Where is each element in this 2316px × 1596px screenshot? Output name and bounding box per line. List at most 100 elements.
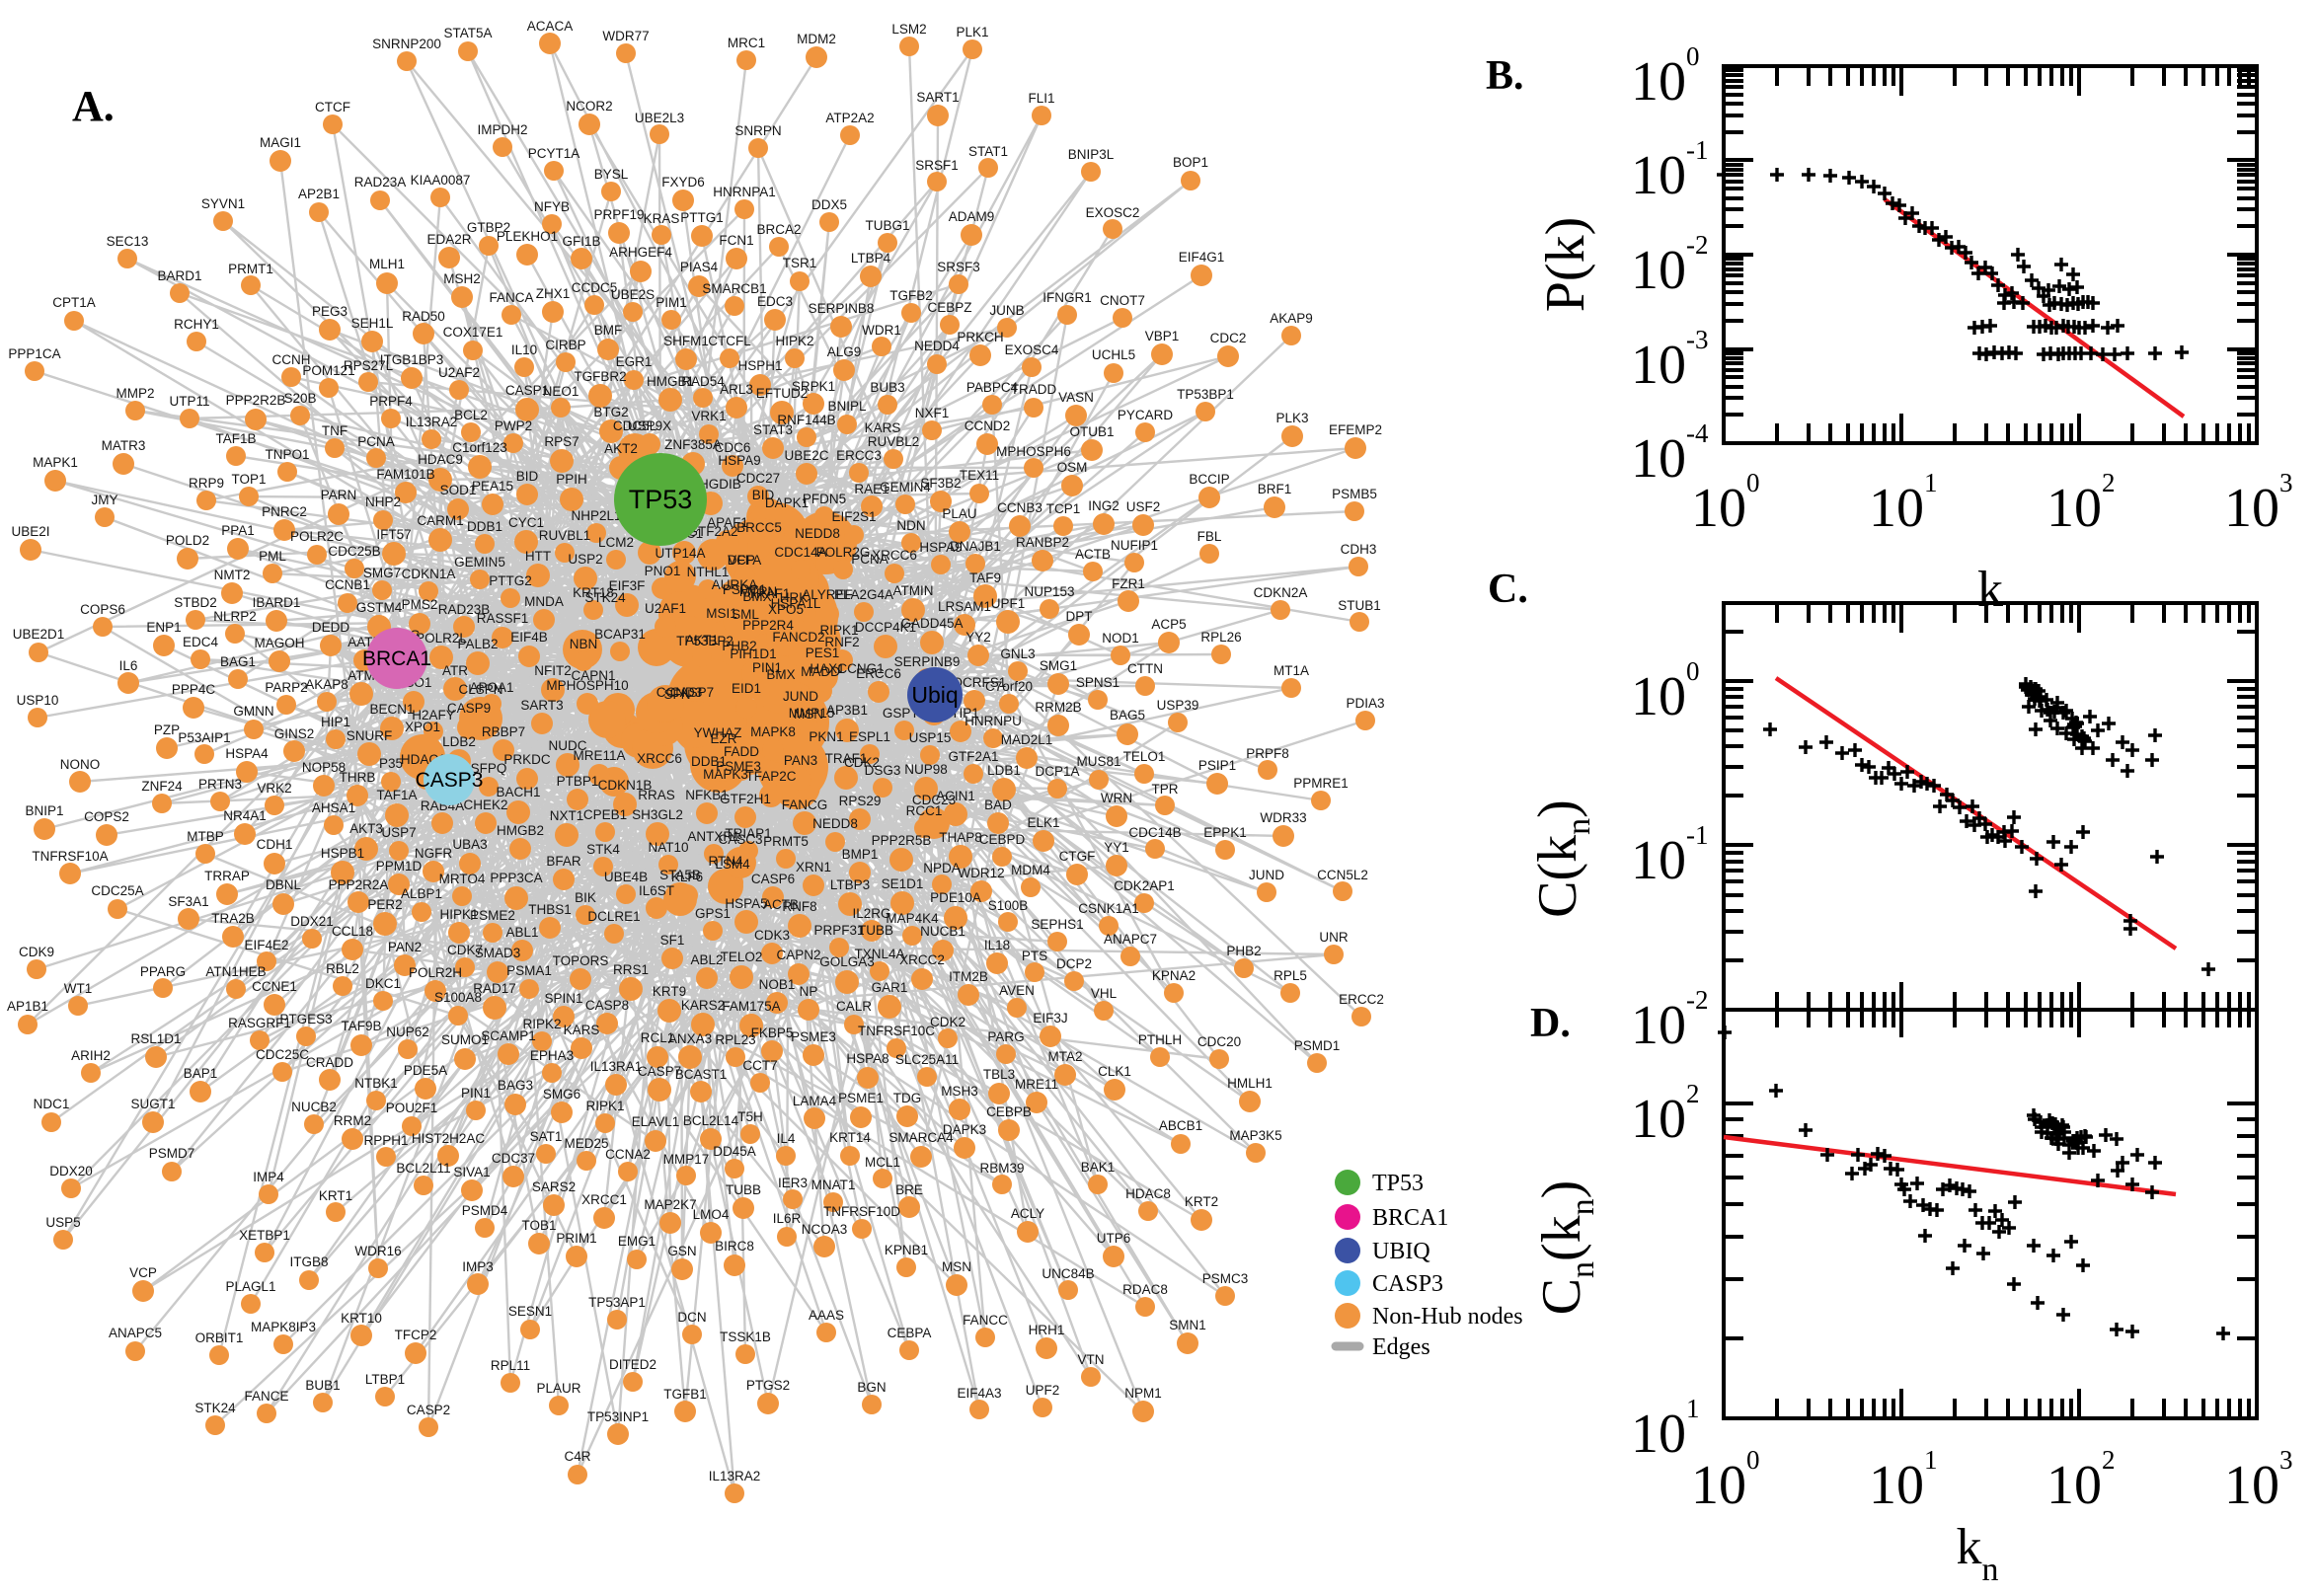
svg-text:MSN: MSN: [942, 1259, 971, 1274]
svg-text:PSPC1: PSPC1: [723, 582, 766, 597]
svg-text:SFPQ: SFPQ: [471, 761, 507, 776]
svg-text:NHP2: NHP2: [365, 494, 401, 509]
svg-text:XPO5: XPO5: [768, 602, 804, 617]
svg-text:GAR1: GAR1: [872, 980, 908, 995]
svg-text:BCCIP: BCCIP: [1189, 472, 1229, 487]
svg-text:LRSAM1: LRSAM1: [938, 599, 991, 614]
svg-text:AAAS: AAAS: [809, 1308, 844, 1323]
svg-text:SRPK1: SRPK1: [792, 379, 835, 394]
svg-text:MMP17: MMP17: [663, 1152, 710, 1167]
svg-text:WDR16: WDR16: [354, 1244, 401, 1258]
svg-text:CASP7: CASP7: [670, 685, 714, 700]
svg-text:ANAPC5: ANAPC5: [109, 1326, 162, 1340]
svg-text:CALR: CALR: [836, 999, 872, 1014]
svg-text:CDC14B: CDC14B: [1128, 825, 1181, 840]
svg-text:BCAP31: BCAP31: [594, 627, 646, 642]
svg-text:FANCD2: FANCD2: [772, 630, 824, 645]
svg-text:IMP3: IMP3: [462, 1259, 494, 1274]
svg-text:BECN1: BECN1: [369, 702, 414, 717]
svg-text:POU2F1: POU2F1: [386, 1101, 438, 1115]
svg-text:PTGS2: PTGS2: [746, 1378, 790, 1393]
svg-text:XRN1: XRN1: [796, 860, 831, 874]
svg-text:TGFBR2: TGFBR2: [574, 369, 626, 384]
svg-text:SEPHS1: SEPHS1: [1031, 917, 1083, 932]
svg-text:NPDA: NPDA: [923, 861, 961, 875]
svg-text:CEBPA: CEBPA: [888, 1326, 932, 1340]
svg-text:C4R: C4R: [564, 1449, 590, 1464]
svg-text:PRPF4: PRPF4: [369, 394, 413, 409]
svg-text:SMG1: SMG1: [1040, 658, 1077, 673]
svg-text:SF1: SF1: [660, 933, 685, 948]
svg-text:PIAS4: PIAS4: [680, 260, 719, 274]
svg-text:VHL: VHL: [1091, 986, 1118, 1001]
svg-text:USP10: USP10: [17, 693, 59, 708]
svg-text:CTCFL: CTCFL: [708, 334, 751, 348]
svg-text:FZR1: FZR1: [1112, 576, 1145, 591]
svg-text:UBA3: UBA3: [452, 837, 487, 852]
svg-text:U2AF2: U2AF2: [438, 365, 480, 380]
svg-text:NTHL1: NTHL1: [687, 565, 730, 579]
svg-text:HIP1: HIP1: [321, 715, 350, 729]
svg-text:TAF1B: TAF1B: [215, 431, 256, 446]
svg-text:SPIN1: SPIN1: [544, 991, 582, 1006]
svg-text:MUS81: MUS81: [1076, 754, 1120, 769]
svg-text:NOP58: NOP58: [302, 760, 346, 775]
svg-text:CDC14A: CDC14A: [774, 545, 826, 560]
svg-text:FAM175A: FAM175A: [722, 999, 780, 1014]
svg-text:PEG3: PEG3: [312, 304, 347, 319]
svg-text:TNFRSF10D: TNFRSF10D: [823, 1204, 900, 1219]
svg-text:ATM: ATM: [347, 668, 375, 683]
svg-text:PSMD4: PSMD4: [462, 1203, 508, 1218]
svg-text:CASP8: CASP8: [585, 998, 629, 1013]
svg-text:NUP153: NUP153: [1024, 584, 1074, 599]
svg-text:S100B: S100B: [988, 898, 1029, 913]
svg-text:PFDN5: PFDN5: [803, 492, 846, 506]
svg-text:LSM4: LSM4: [715, 857, 750, 872]
svg-text:RNF8: RNF8: [782, 899, 816, 914]
svg-text:STBD2: STBD2: [174, 595, 217, 610]
svg-text:CASP3: CASP3: [1372, 1271, 1443, 1297]
svg-text:SH3GL2: SH3GL2: [632, 807, 683, 822]
svg-text:TRRAP: TRRAP: [204, 869, 250, 883]
svg-text:PRPF31: PRPF31: [813, 923, 864, 938]
svg-text:ANTXR1: ANTXR1: [687, 829, 739, 844]
svg-text:RPPH1: RPPH1: [363, 1133, 408, 1148]
svg-text:Edges: Edges: [1372, 1334, 1430, 1360]
svg-text:PSME3: PSME3: [716, 759, 761, 774]
svg-text:FKBP5: FKBP5: [751, 1026, 794, 1040]
svg-text:BGN: BGN: [857, 1380, 886, 1395]
svg-text:SARS2: SARS2: [532, 1179, 576, 1194]
svg-text:IL6: IL6: [119, 658, 138, 673]
svg-text:GTF2A2: GTF2A2: [687, 524, 737, 539]
svg-text:HNRNPA1: HNRNPA1: [713, 185, 776, 199]
svg-text:PKN1: PKN1: [809, 729, 843, 744]
svg-text:GINS2: GINS2: [274, 726, 315, 741]
svg-text:POM121: POM121: [302, 363, 354, 378]
svg-text:CLK1: CLK1: [1098, 1064, 1131, 1079]
svg-text:RNF144B: RNF144B: [777, 413, 835, 427]
svg-text:JUND: JUND: [783, 689, 818, 704]
svg-text:ACTB: ACTB: [1075, 547, 1111, 562]
svg-text:IL18: IL18: [984, 938, 1010, 952]
svg-text:GSTM4: GSTM4: [356, 600, 403, 615]
svg-text:TP53BP1: TP53BP1: [1177, 387, 1234, 402]
svg-text:IL13RA2: IL13RA2: [406, 415, 458, 429]
svg-text:CCNB3: CCNB3: [997, 500, 1042, 515]
svg-text:PAN2: PAN2: [388, 940, 422, 954]
svg-text:BNIP3L: BNIP3L: [1068, 147, 1115, 162]
svg-text:PER2: PER2: [367, 897, 402, 912]
svg-text:FANCA: FANCA: [489, 290, 533, 305]
svg-text:PRMT1: PRMT1: [228, 262, 273, 276]
svg-text:MSH2: MSH2: [443, 271, 481, 286]
svg-text:CDC6: CDC6: [715, 440, 751, 455]
svg-text:LMO4: LMO4: [693, 1207, 730, 1222]
svg-text:NEDD8: NEDD8: [795, 526, 840, 541]
svg-text:ELAVL1: ELAVL1: [632, 1114, 680, 1129]
svg-text:TP53INP1: TP53INP1: [587, 1409, 649, 1424]
svg-text:TNFRSF10C: TNFRSF10C: [858, 1024, 935, 1038]
svg-text:UCHL5: UCHL5: [1092, 347, 1135, 362]
svg-text:OSM: OSM: [1057, 460, 1088, 475]
svg-text:RBM39: RBM39: [979, 1161, 1024, 1176]
svg-text:TRADD: TRADD: [1011, 382, 1057, 397]
svg-text:CCNG1: CCNG1: [837, 661, 884, 676]
